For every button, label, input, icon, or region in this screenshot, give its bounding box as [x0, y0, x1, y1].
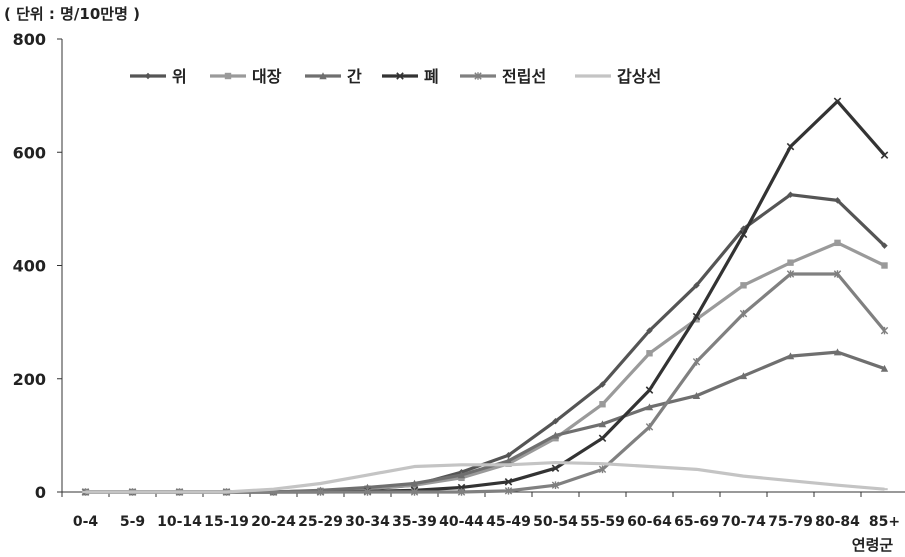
data-point-대장: [834, 239, 841, 247]
y-tick-label: 400: [13, 257, 46, 276]
x-tick-label: 20-24: [251, 514, 296, 530]
data-point-위: [552, 418, 559, 425]
data-point-폐: [598, 434, 607, 442]
x-tick-label: 65-69: [674, 514, 719, 530]
data-point-전립선: [598, 465, 607, 474]
y-tick-label: 0: [35, 483, 46, 502]
x-tick-label: 40-44: [439, 514, 484, 530]
data-point-폐: [786, 142, 795, 151]
data-point-위: [787, 191, 794, 198]
data-point-간: [645, 403, 654, 411]
y-tick-label: 800: [13, 30, 46, 49]
data-point-위: [693, 282, 700, 289]
data-point-전립선: [316, 488, 325, 496]
series-line-위: [85, 193, 886, 494]
data-point-간: [739, 372, 748, 380]
data-point-위: [834, 197, 841, 204]
x-tick-label: 45-49: [486, 514, 531, 530]
x-tick-label: 85+: [869, 514, 900, 530]
data-point-폐: [551, 464, 560, 472]
data-point-위: [505, 451, 512, 459]
legend-marker: [224, 72, 232, 80]
data-point-전립선: [786, 270, 795, 278]
x-axis-title: 연령군: [852, 536, 894, 554]
data-point-대장: [881, 262, 888, 269]
data-point-폐: [504, 478, 513, 486]
x-tick-label: 80-84: [815, 514, 860, 530]
data-point-대장: [599, 401, 606, 408]
data-point-간: [551, 431, 560, 439]
data-point-대장: [787, 259, 794, 266]
data-point-전립선: [410, 488, 419, 496]
data-point-대장: [646, 350, 653, 357]
x-tick-label: 60-64: [627, 514, 672, 530]
legend-label: 위: [172, 67, 187, 86]
legend-label: 간: [347, 67, 362, 86]
x-tick-label: 15-19: [204, 514, 249, 530]
data-point-폐: [739, 230, 748, 239]
data-point-간: [692, 392, 701, 399]
legend-label: 대장: [252, 67, 282, 86]
x-tick-label: 70-74: [721, 514, 766, 530]
data-point-전립선: [833, 270, 842, 278]
legend-label: 폐: [424, 67, 439, 86]
data-point-간: [504, 457, 513, 465]
data-point-폐: [833, 97, 842, 106]
data-point-전립선: [551, 481, 560, 490]
legend-label: 갑상선: [617, 67, 661, 86]
data-point-위: [599, 381, 606, 388]
data-point-간: [786, 352, 795, 360]
y-tick-label: 200: [13, 370, 46, 389]
data-point-전립선: [880, 326, 889, 335]
x-tick-label: 50-54: [533, 514, 578, 530]
data-point-폐: [645, 386, 654, 394]
series-line-전립선: [85, 272, 886, 494]
data-point-간: [598, 420, 607, 428]
x-tick-label: 5-9: [120, 514, 145, 530]
series-line-갑상선: [85, 460, 885, 494]
data-point-간: [410, 479, 419, 487]
legend-marker: [319, 72, 327, 80]
data-point-전립선: [739, 309, 748, 318]
x-tick-label: 55-59: [580, 514, 625, 530]
x-tick-label: 0-4: [73, 514, 99, 530]
data-point-간: [457, 471, 466, 479]
x-tick-label: 35-39: [392, 514, 437, 530]
data-point-대장: [740, 282, 747, 289]
x-tick-label: 25-29: [298, 514, 343, 530]
data-point-간: [833, 348, 842, 356]
data-point-폐: [880, 151, 889, 159]
y-tick-label: 600: [13, 143, 46, 162]
data-point-전립선: [692, 357, 701, 366]
legend-marker: [474, 72, 482, 80]
legend-marker: [144, 72, 152, 80]
x-tick-label: 10-14: [157, 514, 202, 530]
x-tick-label: 30-34: [345, 514, 390, 530]
data-point-위: [881, 242, 888, 249]
data-point-전립선: [457, 488, 466, 496]
data-point-간: [880, 364, 889, 372]
data-point-폐: [692, 312, 701, 321]
x-tick-label: 75-79: [768, 514, 813, 530]
data-point-위: [646, 327, 653, 334]
data-point-전립선: [504, 487, 513, 495]
legend-marker: [396, 72, 404, 80]
unit-label: ( 단위 : 명/10만명 ): [4, 5, 140, 23]
legend-label: 전립선: [502, 67, 546, 86]
data-point-전립선: [363, 488, 372, 496]
data-point-전립선: [645, 423, 654, 431]
